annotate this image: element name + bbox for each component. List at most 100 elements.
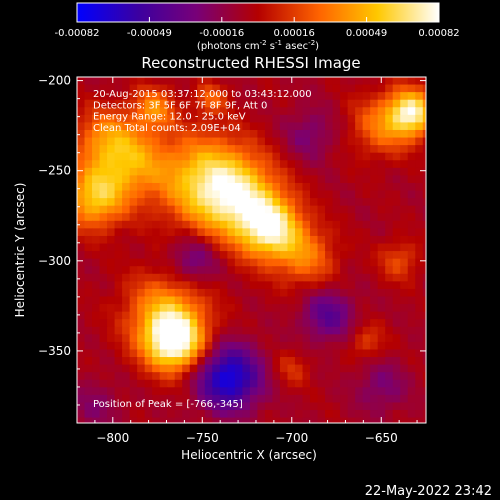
heatmap-cell — [355, 107, 364, 116]
heatmap-cell — [400, 129, 409, 139]
heatmap-cell — [272, 364, 281, 373]
heatmap-cell — [310, 364, 319, 373]
heatmap-cell — [317, 228, 326, 237]
heatmap-cell — [242, 326, 251, 335]
heatmap-cell — [167, 167, 176, 176]
y-tick-label: −200 — [38, 74, 71, 88]
heatmap-cell — [107, 251, 116, 260]
heatmap-cell — [77, 84, 86, 93]
heatmap-cell — [279, 296, 289, 305]
heatmap-cell — [219, 326, 228, 335]
heatmap-cell — [347, 357, 356, 366]
heatmap-cell — [99, 357, 108, 366]
heatmap-cell — [340, 334, 349, 343]
heatmap-cell — [204, 311, 213, 320]
heatmap-cell — [264, 107, 274, 116]
heatmap-cell — [212, 402, 221, 411]
heatmap-cell — [137, 357, 146, 366]
heatmap-cell — [197, 357, 206, 366]
heatmap-cell — [77, 402, 86, 411]
heatmap-cell — [430, 342, 438, 350]
heatmap-cell — [302, 175, 311, 184]
heatmap-cell — [385, 288, 394, 298]
heatmap-cell — [92, 84, 101, 93]
heatmap-cell — [152, 160, 161, 169]
heatmap-cell — [152, 394, 161, 404]
heatmap-cell — [234, 410, 243, 419]
heatmap-cell — [212, 372, 221, 381]
heatmap-cell — [310, 402, 319, 411]
heatmap-cell — [242, 402, 251, 411]
heatmap-cell — [144, 281, 153, 290]
heatmap-cell — [114, 273, 123, 282]
heatmap-cell — [242, 319, 251, 328]
heatmap-cell — [355, 266, 364, 275]
heatmap-cell — [167, 220, 176, 229]
heatmap-cell — [355, 334, 364, 343]
heatmap-cell — [129, 145, 138, 154]
heatmap-cell — [107, 341, 116, 351]
heatmap-cell — [415, 425, 423, 433]
heatmap-cell — [152, 129, 161, 139]
heatmap-cell — [212, 387, 221, 396]
heatmap-cell — [197, 92, 206, 101]
heatmap-cell — [272, 228, 281, 237]
heatmap-cell — [377, 107, 386, 116]
y-tick-label: −350 — [38, 344, 71, 358]
heatmap-cell — [347, 258, 356, 267]
heatmap-cell — [197, 167, 206, 176]
heatmap-cell — [355, 129, 364, 139]
heatmap-cell — [77, 235, 86, 245]
heatmap-cell — [99, 296, 108, 305]
heatmap-cell — [415, 198, 424, 207]
heatmap-cell — [84, 273, 93, 282]
heatmap-cell — [249, 410, 259, 419]
heatmap-cell — [92, 205, 101, 214]
heatmap-cell — [212, 417, 221, 423]
heatmap-cell — [415, 410, 424, 419]
heatmap-cell — [347, 122, 356, 131]
heatmap-cell — [385, 349, 394, 358]
heatmap-cell — [422, 160, 426, 169]
heatmap-cell — [189, 372, 198, 381]
heatmap-cell — [219, 129, 228, 139]
heatmap-cell — [264, 243, 274, 252]
heatmap-cell — [227, 319, 236, 328]
heatmap-cell — [189, 311, 198, 320]
heatmap-cell — [294, 152, 304, 161]
heatmap-cell — [287, 228, 296, 237]
heatmap-cell — [174, 364, 183, 373]
heatmap-cell — [212, 288, 221, 298]
heatmap-cell — [377, 394, 386, 404]
heatmap-cell — [287, 258, 296, 267]
heatmap-cell — [174, 394, 183, 404]
heatmap-cell — [159, 198, 168, 207]
heatmap-cell — [392, 379, 401, 388]
heatmap-cell — [114, 372, 123, 381]
heatmap-cell — [362, 357, 371, 366]
heatmap-cell — [159, 182, 168, 192]
heatmap-cell — [264, 304, 274, 313]
heatmap-cell — [137, 251, 146, 260]
heatmap-cell — [99, 92, 108, 101]
heatmap-cell — [385, 341, 394, 351]
heatmap-cell — [430, 153, 438, 161]
heatmap-cell — [182, 379, 191, 388]
heatmap-cell — [167, 334, 176, 343]
heatmap-cell — [234, 160, 243, 169]
heatmap-cell — [152, 175, 161, 184]
heatmap-cell — [227, 84, 236, 93]
heatmap-cell — [122, 319, 131, 328]
heatmap-cell — [415, 273, 424, 282]
heatmap-cell — [249, 182, 259, 192]
heatmap-cell — [197, 349, 206, 358]
heatmap-cell — [167, 198, 176, 207]
heatmap-cell — [407, 341, 416, 351]
heatmap-cell — [332, 402, 341, 411]
heatmap-cell — [234, 175, 243, 184]
heatmap-cell — [362, 349, 371, 358]
heatmap-cell — [294, 92, 304, 101]
heatmap-cell — [219, 357, 228, 366]
heatmap-cell — [182, 77, 191, 86]
heatmap-cell — [347, 198, 356, 207]
